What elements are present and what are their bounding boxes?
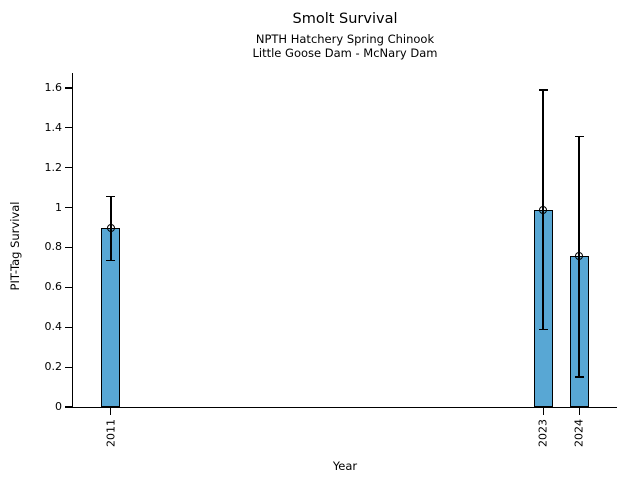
chart-subtitle-line2: Little Goose Dam - McNary Dam xyxy=(252,46,438,60)
x-tick-label: 2011 xyxy=(104,419,118,448)
y-tick xyxy=(64,326,72,328)
y-tick-label: 1 xyxy=(55,200,62,214)
x-tick xyxy=(110,408,112,416)
y-tick-label: 1.4 xyxy=(44,120,63,134)
error-bar-cap-top xyxy=(106,195,116,198)
chart-subtitle-line1: NPTH Hatchery Spring Chinook xyxy=(255,32,435,46)
y-tick xyxy=(64,167,72,169)
y-tick xyxy=(64,286,72,288)
y-tick xyxy=(64,87,72,89)
error-bar-cap-bottom xyxy=(574,376,584,378)
error-bar-cap-top xyxy=(574,136,584,138)
y-tick-label: 0 xyxy=(55,400,62,413)
y-tick-label: 0.2 xyxy=(44,360,63,374)
x-axis-label: Year xyxy=(332,459,358,473)
chart-title: Smolt Survival xyxy=(292,11,398,27)
error-bar-cap-top xyxy=(538,89,548,91)
x-tick-label: 2023 xyxy=(536,419,550,448)
y-tick-label: 1.2 xyxy=(44,160,63,174)
data-point-marker xyxy=(539,205,548,214)
y-tick-label: 1.6 xyxy=(44,80,63,94)
x-tick-label: 2024 xyxy=(572,419,586,448)
x-axis-spine xyxy=(71,407,617,409)
y-tick xyxy=(64,246,72,249)
error-bar-cap-bottom xyxy=(538,328,548,330)
y-tick xyxy=(64,366,72,368)
y-tick-label: 0.4 xyxy=(44,320,63,334)
x-tick xyxy=(542,408,544,416)
y-axis-spine xyxy=(71,73,73,409)
y-tick xyxy=(64,406,72,408)
data-point-marker xyxy=(575,252,584,261)
data-point-marker xyxy=(106,223,115,232)
y-tick-label: 0.6 xyxy=(44,280,63,294)
y-tick xyxy=(64,206,72,209)
y-tick xyxy=(64,127,72,129)
y-tick-label: 0.8 xyxy=(44,240,63,254)
error-bar-cap-bottom xyxy=(106,259,116,262)
x-tick xyxy=(578,408,580,416)
